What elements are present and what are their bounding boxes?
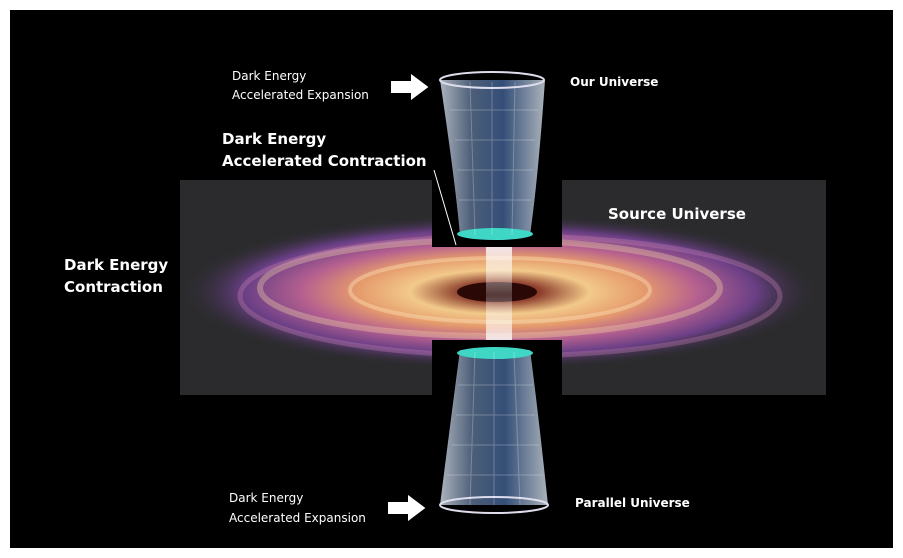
label: Source Universe bbox=[608, 205, 746, 223]
label: Contraction bbox=[64, 278, 163, 296]
pointer bbox=[433, 169, 457, 246]
label: Accelerated Contraction bbox=[222, 152, 427, 170]
label: Dark Energy bbox=[229, 491, 303, 505]
arrow bbox=[386, 491, 429, 525]
label: Our Universe bbox=[570, 75, 658, 89]
bottom-funnel bbox=[432, 340, 562, 540]
label: Accelerated Expansion bbox=[232, 88, 369, 102]
arrow bbox=[389, 70, 432, 104]
label: Parallel Universe bbox=[575, 496, 690, 510]
jet bbox=[486, 240, 512, 350]
label: Accelerated Expansion bbox=[229, 511, 366, 525]
label: Dark Energy bbox=[64, 256, 168, 274]
top-funnel bbox=[432, 45, 562, 247]
label: Dark Energy bbox=[222, 130, 326, 148]
label: Dark Energy bbox=[232, 69, 306, 83]
